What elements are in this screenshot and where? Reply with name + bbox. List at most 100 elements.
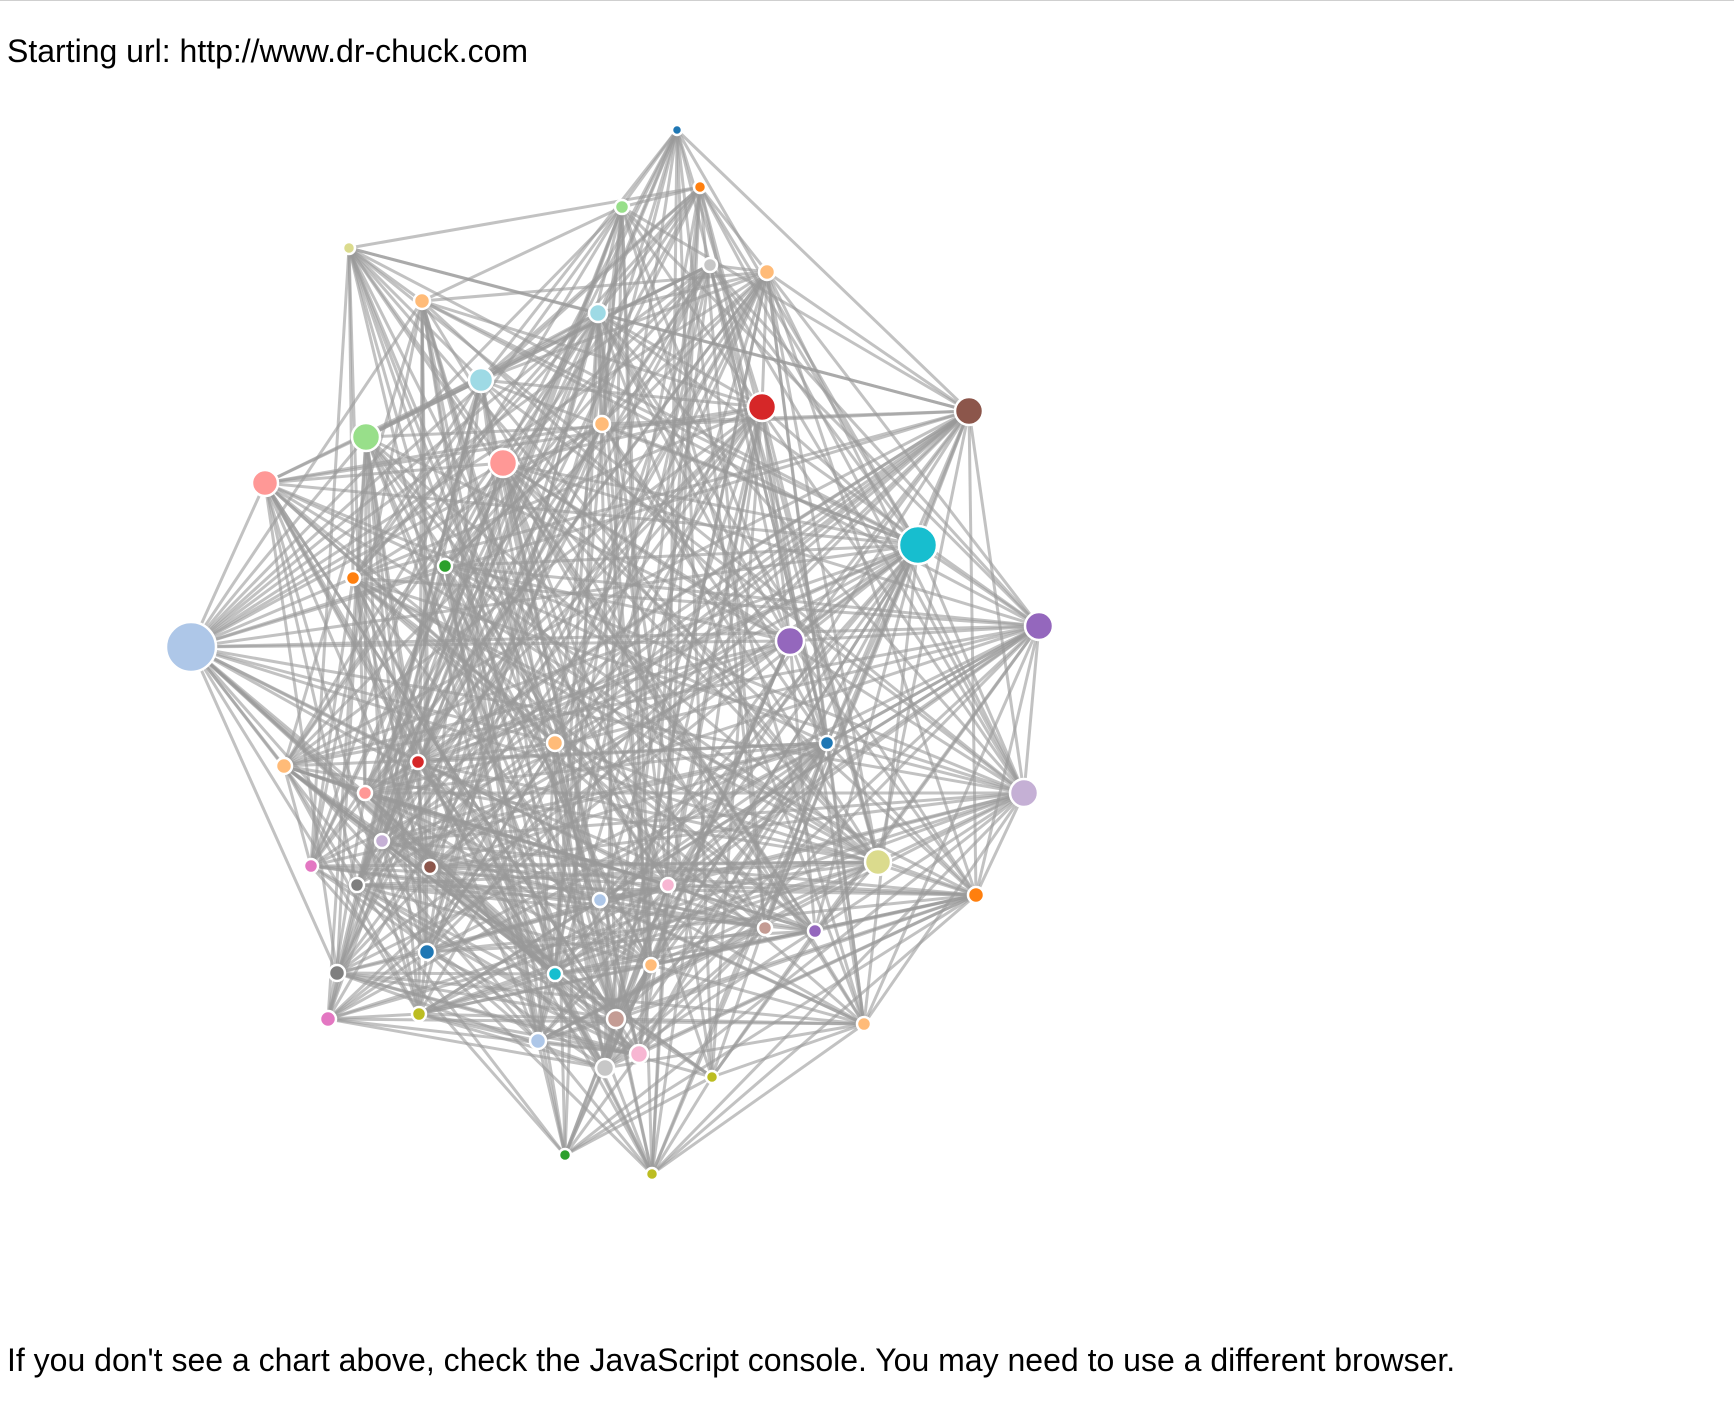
graph-node[interactable] xyxy=(659,876,677,894)
graph-link xyxy=(620,206,792,642)
graph-node[interactable] xyxy=(594,1057,616,1079)
graph-link xyxy=(650,742,829,1175)
graph-link xyxy=(425,950,654,1176)
graph-node[interactable] xyxy=(545,733,565,753)
graph-link xyxy=(444,564,1040,628)
graph-node[interactable] xyxy=(348,876,366,894)
graph-node[interactable] xyxy=(613,198,631,216)
graph-node[interactable] xyxy=(528,1031,548,1051)
graph-link xyxy=(876,410,971,863)
graph-node[interactable] xyxy=(356,784,374,802)
graph-node[interactable] xyxy=(487,447,519,479)
graph-node[interactable] xyxy=(756,919,774,937)
graph-node[interactable] xyxy=(302,857,320,875)
graph-node[interactable] xyxy=(642,956,660,974)
graph-link xyxy=(381,409,970,843)
graph-link xyxy=(502,461,919,547)
graph-node[interactable] xyxy=(855,1015,873,1033)
graph-node[interactable] xyxy=(746,391,778,423)
graph-node[interactable] xyxy=(373,832,391,850)
graph-node[interactable] xyxy=(341,240,357,256)
graph-node[interactable] xyxy=(587,302,609,324)
graph-node[interactable] xyxy=(644,1166,660,1180)
graph-node[interactable] xyxy=(412,291,432,311)
graph-link xyxy=(189,482,267,648)
graph-node[interactable] xyxy=(897,524,939,566)
graph-node[interactable] xyxy=(417,942,437,962)
graph-node[interactable] xyxy=(605,1008,627,1030)
graph-link xyxy=(502,461,1040,628)
graph-link xyxy=(537,1039,640,1056)
graph-link xyxy=(597,270,768,315)
graph-node[interactable] xyxy=(1008,777,1040,809)
graph-link xyxy=(352,405,763,580)
graph-link xyxy=(190,624,1040,649)
graph-node[interactable] xyxy=(953,395,985,427)
graph-link xyxy=(429,741,828,869)
graph-link xyxy=(364,624,1040,795)
graph-link xyxy=(263,482,339,974)
graph-node[interactable] xyxy=(692,179,708,195)
graph-node[interactable] xyxy=(467,366,495,394)
graph-link xyxy=(356,883,652,967)
graph-link xyxy=(365,409,970,439)
graph-link xyxy=(650,963,865,1026)
graph-link xyxy=(426,929,816,954)
graph-link xyxy=(501,462,714,1078)
graph-node[interactable] xyxy=(327,963,347,983)
graph-link xyxy=(282,765,313,867)
graph-node[interactable] xyxy=(670,123,684,137)
graph-nodes[interactable] xyxy=(164,123,1055,1180)
graph-link xyxy=(425,409,971,954)
graph-link xyxy=(189,300,424,648)
graph-link xyxy=(479,129,679,381)
graph-link xyxy=(788,640,829,744)
graph-link xyxy=(417,639,791,764)
graph-node[interactable] xyxy=(863,847,893,877)
graph-node[interactable] xyxy=(704,1069,720,1085)
graph-link xyxy=(327,624,1040,1021)
graph-link xyxy=(765,271,1041,627)
graph-node[interactable] xyxy=(436,557,454,575)
graph-link xyxy=(381,839,977,897)
graph-link xyxy=(356,883,601,902)
graph-node[interactable] xyxy=(806,922,824,940)
graph-link xyxy=(614,964,653,1020)
graph-node[interactable] xyxy=(344,569,362,587)
graph-node[interactable] xyxy=(1023,610,1055,642)
graph-link xyxy=(501,462,670,886)
graph-link xyxy=(309,577,355,867)
graph-link xyxy=(426,950,640,1056)
graph-node[interactable] xyxy=(774,625,806,657)
graph-node[interactable] xyxy=(557,1147,573,1163)
graph-node[interactable] xyxy=(757,262,777,282)
graph-link xyxy=(263,482,421,1015)
graph-link xyxy=(553,742,654,1175)
graph-link xyxy=(597,311,970,413)
graph-link xyxy=(282,300,424,767)
graph-node[interactable] xyxy=(350,421,382,453)
link-graph[interactable] xyxy=(0,100,1100,1180)
graph-link xyxy=(554,929,816,976)
graph-node[interactable] xyxy=(818,734,836,752)
graph-node[interactable] xyxy=(966,885,986,905)
graph-node[interactable] xyxy=(592,414,612,434)
graph-link xyxy=(637,964,653,1055)
graph-link xyxy=(363,436,368,794)
graph-node[interactable] xyxy=(318,1009,338,1029)
graph-node[interactable] xyxy=(410,1005,428,1023)
graph-node[interactable] xyxy=(421,858,439,876)
graph-node[interactable] xyxy=(628,1043,650,1065)
graph-node[interactable] xyxy=(250,468,280,498)
graph-link xyxy=(416,405,764,764)
graph-node[interactable] xyxy=(546,965,564,983)
graph-link xyxy=(364,409,970,795)
graph-node[interactable] xyxy=(164,620,218,674)
graph-node[interactable] xyxy=(591,891,609,909)
graph-node[interactable] xyxy=(274,756,294,776)
graph-node[interactable] xyxy=(409,753,427,771)
graph-link xyxy=(352,576,1040,628)
graph-node[interactable] xyxy=(701,256,719,274)
graph-link xyxy=(709,263,768,274)
graph-link xyxy=(480,378,763,409)
